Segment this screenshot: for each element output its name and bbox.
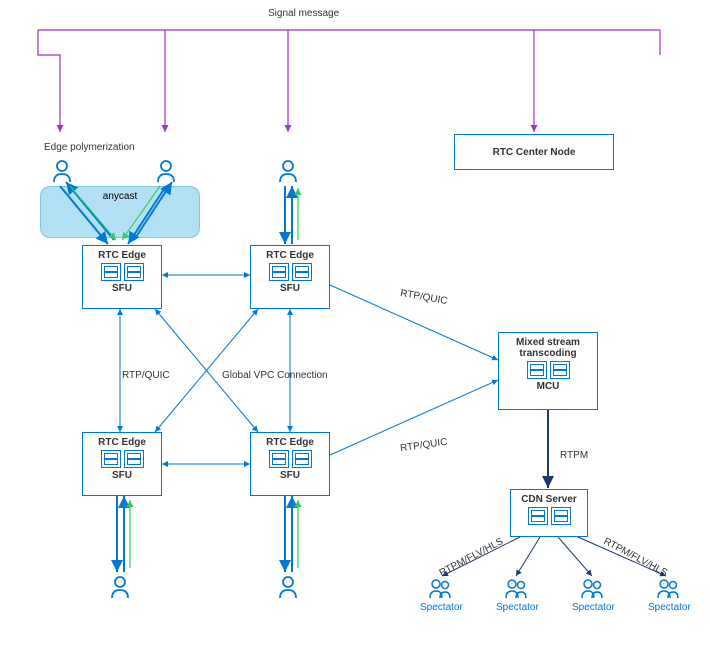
spectator-label: Spectator — [496, 602, 539, 613]
spectator-label: Spectator — [648, 602, 691, 613]
server-icon — [515, 507, 583, 525]
spectator-label: Spectator — [420, 602, 463, 613]
rtc-center-title: RTC Center Node — [493, 147, 576, 158]
spectator-icon — [656, 578, 680, 600]
rtpm-flv-hls-r-label: RTPM/FLV/HLS — [602, 536, 670, 579]
rtc-edge-1: RTC Edge SFU — [82, 245, 162, 309]
edge-poly-label: Edge polymerization — [44, 142, 135, 153]
anycast-region: anycast — [40, 186, 200, 238]
rtc-edge-3-footer: SFU — [87, 470, 157, 481]
rtc-edge-4-title: RTC Edge — [255, 437, 325, 448]
rtp-quic-label-3: RTP/QUIC — [399, 437, 448, 455]
rtc-edge-1-footer: SFU — [87, 283, 157, 294]
rtc-edge-1-title: RTC Edge — [87, 250, 157, 261]
anycast-label: anycast — [103, 191, 137, 202]
user-icon — [110, 576, 130, 600]
server-icon — [87, 450, 157, 468]
user-icon — [156, 160, 176, 184]
mcu-footer: MCU — [503, 381, 593, 392]
rtp-quic-label-1: RTP/QUIC — [122, 370, 170, 381]
mcu-node: Mixed stream transcoding MCU — [498, 332, 598, 410]
rtc-edge-2-title: RTC Edge — [255, 250, 325, 261]
signal-message-label: Signal message — [268, 8, 339, 19]
user-icon — [278, 576, 298, 600]
rtc-edge-4: RTC Edge SFU — [250, 432, 330, 496]
mcu-title: Mixed stream transcoding — [503, 337, 593, 359]
server-icon — [255, 450, 325, 468]
rtc-edge-2-footer: SFU — [255, 283, 325, 294]
cdn-server-node: CDN Server — [510, 489, 588, 537]
user-icon — [52, 160, 72, 184]
server-icon — [255, 263, 325, 281]
rtc-center-node: RTC Center Node — [454, 134, 614, 170]
rtc-edge-3: RTC Edge SFU — [82, 432, 162, 496]
user-icon — [278, 160, 298, 184]
spectator-icon — [504, 578, 528, 600]
spectator-label: Spectator — [572, 602, 615, 613]
rtc-edge-4-footer: SFU — [255, 470, 325, 481]
rtp-quic-label-2: RTP/QUIC — [399, 288, 448, 307]
global-vpc-label: Global VPC Connection — [222, 370, 328, 381]
spectator-icon — [428, 578, 452, 600]
rtpm-label: RTPM — [560, 450, 588, 461]
server-icon — [87, 263, 157, 281]
rtc-edge-3-title: RTC Edge — [87, 437, 157, 448]
rtpm-flv-hls-l-label: RTPM/FLV/HLS — [438, 536, 506, 579]
spectator-icon — [580, 578, 604, 600]
cdn-title: CDN Server — [515, 494, 583, 505]
server-icon — [503, 361, 593, 379]
connector-overlay — [0, 0, 710, 645]
rtc-edge-2: RTC Edge SFU — [250, 245, 330, 309]
